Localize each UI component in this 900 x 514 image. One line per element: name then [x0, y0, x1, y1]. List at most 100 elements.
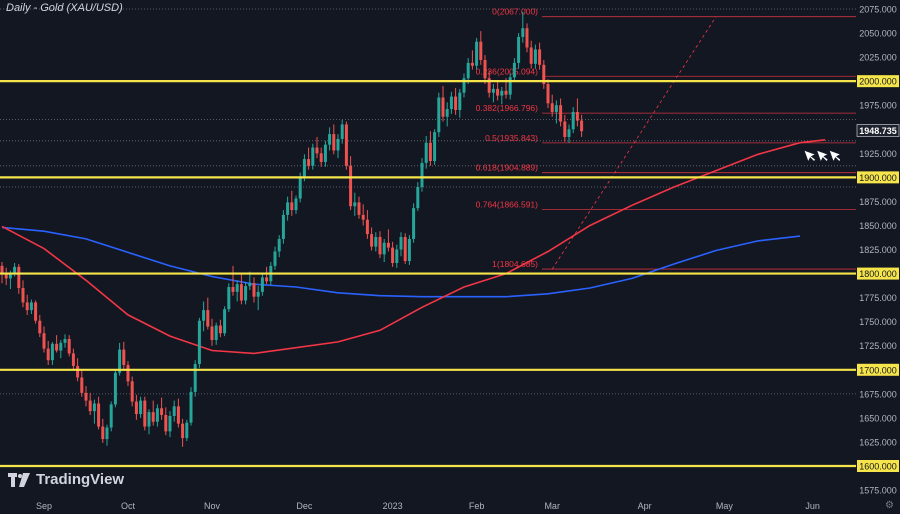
candle-body: [538, 49, 542, 65]
candle-body: [428, 142, 432, 162]
tradingview-logo-icon: [8, 472, 30, 487]
candle-body: [151, 412, 155, 422]
candle-body: [130, 381, 134, 402]
last-price-label: 1948.735: [859, 126, 897, 136]
candle-body: [323, 144, 327, 162]
candle-body: [382, 242, 386, 255]
candle-body: [0, 265, 4, 273]
candle-body: [223, 309, 227, 334]
candle-body: [504, 90, 508, 95]
y-tick-label: 1575.000: [859, 486, 897, 496]
horizontal-level-tag: [857, 363, 899, 376]
candle-body: [105, 427, 109, 440]
candle-body: [172, 406, 176, 416]
moving-average-long-line: [1, 226, 801, 298]
candle-body: [160, 408, 164, 416]
candle-body: [332, 134, 336, 151]
candle-body: [479, 41, 483, 60]
candle-body: [126, 364, 130, 382]
candle-body: [118, 349, 122, 373]
candle-body: [273, 251, 277, 266]
candle-body: [76, 365, 80, 378]
x-tick-label: 2023: [383, 501, 403, 511]
candle-body: [134, 401, 138, 415]
candle-body: [525, 28, 529, 48]
candle-body: [554, 105, 558, 112]
candle-body: [563, 121, 567, 137]
horizontal-level-tag: [857, 75, 899, 88]
candle-body: [349, 165, 353, 207]
y-tick-label: 1775.000: [859, 293, 897, 303]
candle-body: [412, 208, 416, 239]
candle-body: [109, 404, 113, 428]
fib-trend-line: [551, 16, 717, 270]
candle-body: [197, 320, 201, 365]
candle-body: [319, 153, 323, 162]
candle-body: [458, 92, 462, 111]
horizontal-level-tag: [857, 267, 899, 280]
candle-body: [189, 391, 193, 423]
candle-body: [63, 339, 67, 343]
candle-body: [168, 415, 172, 432]
candle-body: [512, 62, 516, 78]
last-price-tag[interactable]: [856, 124, 900, 137]
cursor-arrow-icon: [816, 150, 829, 163]
candle-body: [466, 62, 470, 79]
candle-body: [164, 415, 168, 432]
fib-level-label: 1(1804.685): [492, 259, 538, 269]
candle-body: [580, 120, 584, 132]
y-tick-label: 1675.000: [859, 389, 897, 399]
candle-body: [437, 97, 441, 133]
candle-body: [244, 286, 248, 301]
y-tick-label: 1750.000: [859, 317, 897, 327]
candle-body: [542, 64, 546, 85]
y-tick-label: 1825.000: [859, 245, 897, 255]
y-tick-label: 1725.000: [859, 341, 897, 351]
candle-body: [416, 186, 420, 209]
horizontal-level-label: 1600.000: [859, 462, 897, 472]
x-tick-label: Dec: [296, 501, 313, 511]
candle-body: [361, 214, 365, 220]
candle-body: [92, 403, 96, 412]
candle-body: [294, 198, 298, 211]
candle-body: [508, 77, 512, 95]
candle-body: [256, 291, 260, 297]
fib-level-label: 0(2067.000): [492, 7, 538, 17]
y-tick-label: 1850.000: [859, 221, 897, 231]
candle-body: [46, 348, 50, 361]
x-tick-label: Mar: [544, 501, 560, 511]
candle-body: [559, 105, 563, 122]
candle-body: [252, 283, 256, 297]
candle-body: [407, 238, 411, 262]
candle-body: [357, 202, 361, 215]
candle-body: [550, 103, 554, 112]
candle-body: [143, 400, 147, 427]
candle-body: [378, 237, 382, 255]
y-tick-label: 1625.000: [859, 437, 897, 447]
candle-body: [374, 237, 378, 247]
gear-icon[interactable]: ⚙: [885, 500, 894, 511]
candle-body: [25, 302, 29, 311]
candle-body: [202, 310, 206, 321]
candle-body: [575, 111, 579, 121]
candle-body: [67, 339, 71, 354]
cursor-arrow-icon: [803, 150, 816, 163]
candle-body: [475, 41, 479, 66]
fib-level-label: 0.618(1904.889): [476, 163, 539, 173]
candle-body: [248, 283, 252, 287]
candle-body: [340, 124, 344, 139]
candle-body: [336, 138, 340, 151]
cursor-arrow-icon: [828, 150, 842, 163]
x-tick-label: Sep: [36, 501, 52, 511]
candle-body: [113, 372, 117, 405]
candle-body: [462, 78, 466, 93]
candle-body: [521, 28, 525, 37]
candle-body: [424, 142, 428, 163]
candle-body: [97, 403, 101, 427]
candle-body: [139, 400, 143, 415]
candle-body: [399, 237, 403, 250]
candle-body: [193, 364, 197, 392]
candle-body: [344, 124, 348, 166]
